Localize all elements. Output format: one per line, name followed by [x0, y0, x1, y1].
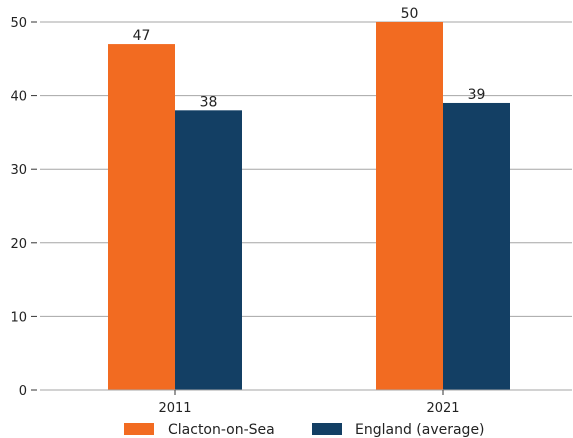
bar: [175, 110, 242, 390]
legend-label: Clacton-on-Sea: [168, 422, 275, 438]
data-label: 50: [401, 6, 419, 22]
x-tick-label: 2011: [158, 401, 191, 416]
data-label: 39: [468, 87, 486, 103]
bars: 47 38 50 39: [108, 6, 510, 391]
bar: [443, 102, 510, 391]
x-axis: 2011 2021: [40, 389, 572, 416]
y-tick-label: 50: [10, 16, 27, 31]
y-tick-label: 40: [10, 90, 27, 105]
bar: [376, 22, 443, 390]
legend-swatch: [312, 423, 342, 435]
y-axis: 0 10 20 30 40 50: [10, 16, 37, 399]
y-tick-label: 30: [10, 163, 27, 178]
data-label: 47: [133, 28, 151, 44]
legend: Clacton-on-Sea England (average): [124, 422, 485, 438]
y-tick-label: 20: [10, 237, 27, 252]
y-tick-label: 10: [10, 310, 27, 325]
legend-label: England (average): [355, 422, 485, 438]
y-tick-label: 0: [19, 384, 27, 399]
x-tick-label: 2021: [426, 401, 459, 416]
bar: [108, 44, 175, 390]
data-label: 38: [200, 94, 218, 110]
legend-swatch: [124, 423, 154, 435]
